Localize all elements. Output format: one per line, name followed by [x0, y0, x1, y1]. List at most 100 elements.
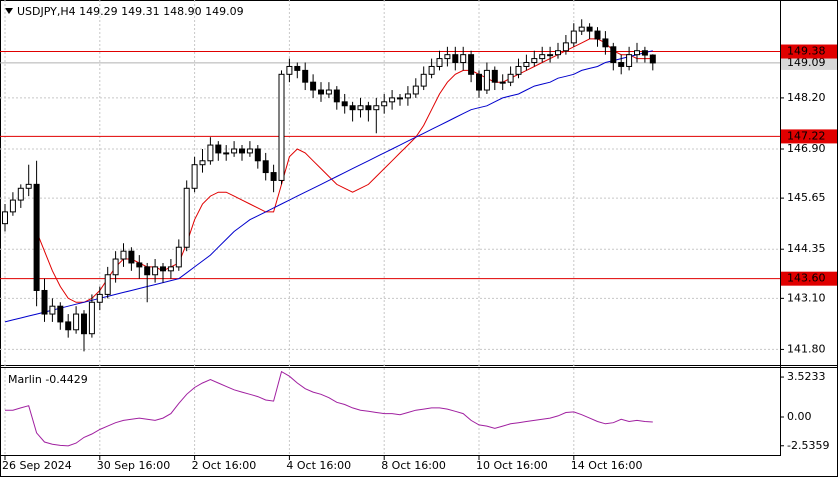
candle-body — [570, 30, 577, 44]
level-label: 147.22 — [787, 129, 826, 142]
candle-body — [318, 89, 324, 95]
y-tick-label: -2.5359 — [787, 439, 829, 452]
candle-body — [128, 250, 135, 264]
candle-body — [397, 97, 403, 100]
candle-body — [641, 50, 648, 56]
candle-body — [112, 258, 119, 276]
candle-body — [420, 73, 427, 87]
candle-body — [365, 105, 372, 111]
level-label: 143.60 — [787, 272, 826, 285]
candle-body — [96, 293, 103, 303]
candle-body — [302, 69, 309, 83]
moving-average — [4, 50, 653, 323]
candle-body — [41, 289, 48, 315]
candle-body — [523, 62, 530, 67]
candle-body — [531, 58, 538, 64]
candle-body — [49, 305, 56, 315]
candle-body — [349, 105, 356, 111]
candle-body — [357, 105, 364, 111]
x-tick-label: 14 Oct 16:00 — [571, 459, 643, 472]
candle-body — [81, 313, 87, 335]
level-label: 149.38 — [787, 45, 826, 58]
candle-body — [649, 54, 656, 64]
candle-body — [373, 105, 380, 111]
candle-body — [144, 266, 151, 276]
candle-body — [9, 199, 16, 213]
candle-body — [175, 246, 182, 268]
candle-body — [73, 313, 80, 331]
y-tick-label: 3.5233 — [787, 370, 826, 383]
candle-body — [167, 266, 174, 272]
candle-body — [57, 305, 64, 323]
candle-body — [294, 65, 301, 71]
last-price-label-box — [781, 55, 837, 70]
candle-body — [610, 46, 617, 64]
y-tick-label: 141.80 — [787, 342, 826, 355]
candle-body — [341, 101, 348, 107]
candle-body — [444, 54, 451, 60]
candle-body — [120, 250, 127, 260]
candle-body — [325, 89, 332, 95]
candle-body — [246, 148, 253, 154]
menu-triangle[interactable] — [5, 8, 13, 14]
y-tick-label: 144.35 — [787, 242, 826, 255]
candle-body — [262, 160, 269, 174]
candle-body — [578, 26, 585, 32]
x-tick-label: 10 Oct 16:00 — [476, 459, 548, 472]
candle-body — [104, 274, 111, 295]
candle-body — [491, 69, 498, 83]
candle-body — [270, 172, 277, 181]
candle-body — [602, 38, 609, 48]
candle-body — [515, 65, 522, 75]
candle-body — [254, 148, 261, 162]
candle-body — [231, 148, 238, 154]
candle-body — [215, 144, 222, 154]
candle-body — [460, 54, 467, 64]
x-tick-label: 8 Oct 16:00 — [381, 459, 446, 472]
level-label-box — [781, 44, 837, 59]
y-tick-label: 146.90 — [787, 142, 826, 155]
candle-body — [278, 73, 285, 181]
candle-body — [88, 301, 95, 335]
candle-body — [539, 54, 546, 60]
candle-body — [25, 183, 32, 189]
candle-body — [452, 54, 459, 64]
candle-body — [160, 266, 166, 272]
y-tick-label: 148.20 — [787, 91, 826, 104]
candle-body — [547, 54, 554, 57]
candle-body — [618, 62, 625, 67]
x-tick-label: 26 Sep 2024 — [2, 459, 72, 472]
candle-body — [594, 30, 601, 40]
candle-body — [389, 97, 396, 103]
candle-body — [499, 81, 506, 84]
level-label-box — [781, 129, 837, 144]
candle-body — [286, 65, 293, 75]
x-tick-label: 4 Oct 16:00 — [286, 459, 351, 472]
candle-body — [507, 73, 514, 83]
indicator-line — [5, 370, 653, 447]
candle-body — [310, 81, 317, 91]
last-price-label: 149.09 — [787, 56, 826, 69]
candle-body — [239, 148, 245, 154]
candle-body — [562, 42, 569, 52]
candle-body — [33, 183, 40, 291]
candle-body — [555, 50, 561, 56]
chart-title: USDJPY,H4 149.29 149.31 148.90 149.09 — [17, 5, 244, 18]
candle-body — [65, 321, 72, 331]
candle-body — [483, 69, 490, 91]
y-tick-label: 0.00 — [787, 410, 812, 423]
candle-body — [404, 93, 411, 99]
candle-body — [586, 26, 593, 32]
candle-body — [191, 164, 198, 189]
candle-body — [183, 187, 190, 248]
candle-body — [333, 89, 340, 103]
candle-body — [136, 262, 143, 268]
candle-body — [223, 152, 230, 155]
candle-body — [468, 54, 475, 75]
candle-body — [412, 85, 419, 95]
x-tick-label: 2 Oct 16:00 — [192, 459, 257, 472]
indicator-title: Marlin -0.4429 — [8, 373, 88, 386]
y-tick-label: 145.65 — [787, 191, 826, 204]
